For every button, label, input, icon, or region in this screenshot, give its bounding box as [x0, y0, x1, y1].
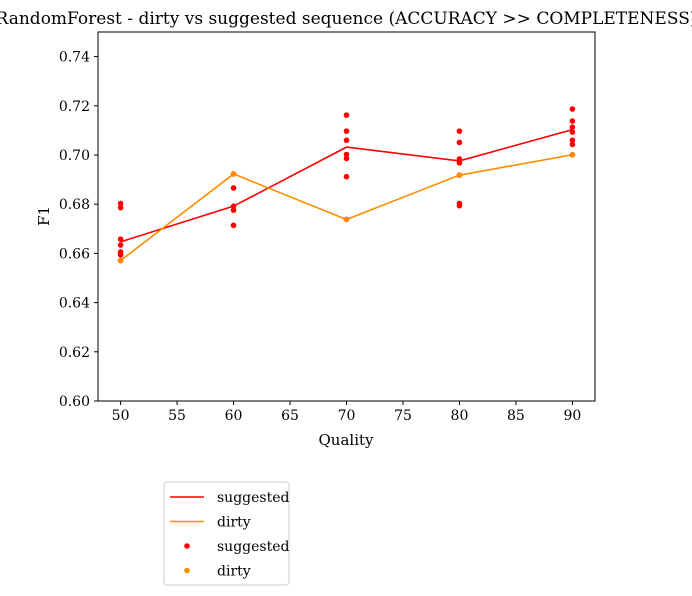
line-suggested	[120, 128, 573, 243]
point-dirty	[230, 171, 237, 177]
x-tick-label: 75	[394, 408, 412, 424]
point-suggested	[569, 129, 576, 135]
x-axis-label: Quality	[319, 431, 375, 449]
y-tick-label: 0.68	[59, 197, 90, 213]
legend-label: suggested	[217, 539, 290, 555]
point-suggested	[343, 112, 350, 118]
legend-dot-swatch	[184, 543, 190, 549]
legend-label: dirty	[217, 564, 251, 580]
chart-title: RandomForest - dirty vs suggested sequen…	[0, 9, 692, 29]
point-suggested	[117, 200, 124, 207]
point-suggested	[230, 203, 237, 209]
point-suggested	[343, 155, 350, 162]
series-points	[117, 106, 576, 264]
y-axis: 0.60 0.62 0.64 0.66 0.68 0.70 0.72 0.74	[59, 50, 98, 410]
legend-box	[163, 481, 290, 586]
point-suggested	[569, 141, 576, 148]
y-tick-label: 0.72	[59, 99, 90, 115]
y-tick-label: 0.60	[59, 394, 90, 410]
point-suggested	[117, 252, 124, 258]
point-dirty	[117, 257, 124, 264]
point-suggested	[569, 137, 576, 144]
y-axis-label: F1	[35, 206, 53, 226]
x-tick-label: 70	[338, 408, 356, 424]
legend-label: dirty	[217, 515, 251, 531]
y-tick-label: 0.64	[59, 296, 90, 312]
x-tick-label: 80	[451, 408, 469, 424]
y-tick-label: 0.70	[59, 148, 90, 164]
point-suggested	[569, 106, 576, 112]
legend-label: suggested	[217, 490, 290, 506]
point-suggested	[117, 204, 124, 211]
point-suggested	[456, 156, 463, 162]
point-suggested	[230, 207, 237, 213]
point-suggested	[117, 236, 124, 242]
x-axis: 50 55 60 65 70 75 80 85 90	[112, 401, 581, 424]
x-tick-label: 90	[563, 408, 581, 424]
point-suggested	[343, 151, 350, 158]
point-suggested	[230, 185, 237, 191]
x-tick-label: 60	[225, 408, 243, 424]
point-suggested	[456, 202, 463, 209]
point-suggested	[456, 128, 463, 134]
legend: suggested dirty suggested dirty	[163, 481, 290, 586]
point-dirty	[456, 172, 463, 178]
point-suggested	[230, 222, 237, 229]
legend-dot-swatch	[184, 567, 190, 574]
point-suggested	[117, 242, 124, 248]
point-suggested	[456, 160, 463, 166]
point-suggested	[343, 128, 350, 134]
point-suggested	[569, 118, 576, 124]
y-tick-label: 0.62	[59, 345, 90, 361]
point-suggested	[456, 139, 463, 146]
point-suggested	[343, 137, 350, 144]
point-dirty	[343, 216, 350, 223]
plot-area-frame	[97, 31, 596, 402]
y-tick-label: 0.66	[59, 246, 90, 262]
x-tick-label: 55	[168, 408, 186, 424]
point-suggested	[569, 124, 576, 131]
x-tick-label: 85	[507, 408, 525, 424]
y-tick-label: 0.74	[59, 50, 90, 66]
point-suggested	[343, 173, 350, 180]
point-dirty	[569, 151, 576, 158]
x-tick-label: 50	[112, 408, 130, 424]
series-lines	[120, 128, 573, 262]
x-tick-label: 65	[281, 408, 299, 424]
line-dirty	[120, 153, 573, 262]
